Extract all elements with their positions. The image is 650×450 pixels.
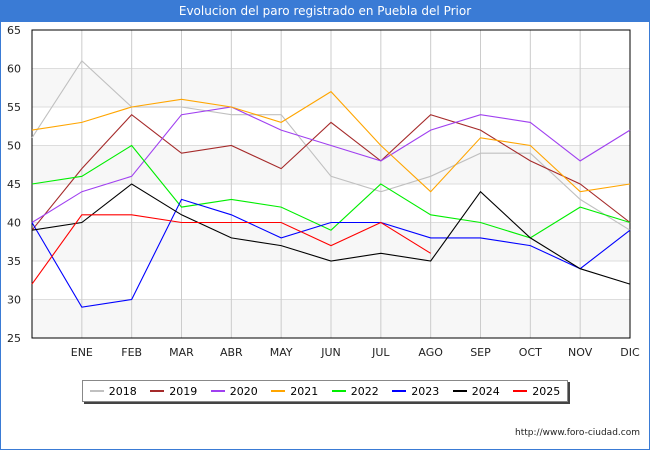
legend-swatch [331, 390, 346, 392]
legend-item-2024: 2024 [452, 384, 500, 398]
legend-swatch [452, 390, 467, 392]
legend-label: 2020 [229, 384, 258, 398]
x-tick-label: ENE [71, 346, 93, 359]
legend-label: 2023 [411, 384, 440, 398]
series-line-2020 [31, 106, 631, 223]
legend-item-2018: 2018 [89, 384, 137, 398]
legend-label: 2024 [471, 384, 500, 398]
series-line-2025 [31, 214, 431, 285]
y-tick-label: 40 [7, 217, 21, 230]
source-url: http://www.foro-ciudad.com [515, 428, 640, 438]
series-line-2019 [31, 113, 631, 231]
legend-label: 2021 [290, 384, 319, 398]
y-tick-label: 25 [7, 332, 21, 345]
legend-item-2020: 2020 [210, 384, 258, 398]
legend-swatch [150, 390, 165, 392]
y-tick-label: 45 [7, 178, 21, 191]
x-tick-label: FEB [121, 346, 142, 359]
x-tick-label: NOV [568, 346, 593, 359]
x-tick-label: MAR [169, 346, 194, 359]
legend: 2018 2019 2020 2021 2022 2023 2024 2025 [82, 380, 568, 402]
y-tick-label: 65 [7, 24, 21, 37]
x-tick-label: AGO [418, 346, 443, 359]
line-chart: 25 30 35 40 45 50 55 60 65 ENE FEB MAR ABR MAY JUN JUL A… [7, 24, 640, 359]
legend-label: 2022 [350, 384, 379, 398]
y-tick-label: 55 [7, 101, 21, 114]
x-tick-label: SEP [470, 346, 491, 359]
series-line-2023 [31, 198, 631, 308]
legend-label: 2025 [532, 384, 561, 398]
x-tick-label: MAY [270, 346, 293, 359]
legend-item-2019: 2019 [150, 385, 197, 398]
legend-item-2022: 2022 [331, 384, 379, 398]
y-tick-label: 30 [7, 294, 21, 307]
legend-label: 2019 [169, 384, 198, 398]
series-line-2021 [31, 90, 631, 193]
x-tick-label: OCT [519, 346, 542, 359]
x-tick-label: JUN [320, 346, 341, 359]
legend-swatch [392, 390, 407, 392]
legend-swatch [271, 390, 286, 392]
legend-swatch [210, 390, 225, 392]
chart-title: Evolucion del paro registrado en Puebla … [0, 0, 650, 22]
y-tick-label: 50 [7, 140, 21, 153]
x-tick-label: JUL [371, 346, 390, 359]
y-tick-label: 60 [7, 63, 21, 76]
legend-item-2021: 2021 [271, 385, 318, 398]
legend-item-2023: 2023 [392, 385, 439, 398]
legend-label: 2018 [108, 384, 137, 398]
legend-swatch [513, 390, 528, 392]
x-tick-label: ABR [220, 346, 243, 359]
y-tick-label: 35 [7, 255, 21, 268]
x-tick-label: DIC [620, 346, 640, 359]
series-line-2024 [31, 183, 631, 285]
legend-swatch [89, 390, 104, 392]
legend-item-2025: 2025 [513, 385, 560, 398]
